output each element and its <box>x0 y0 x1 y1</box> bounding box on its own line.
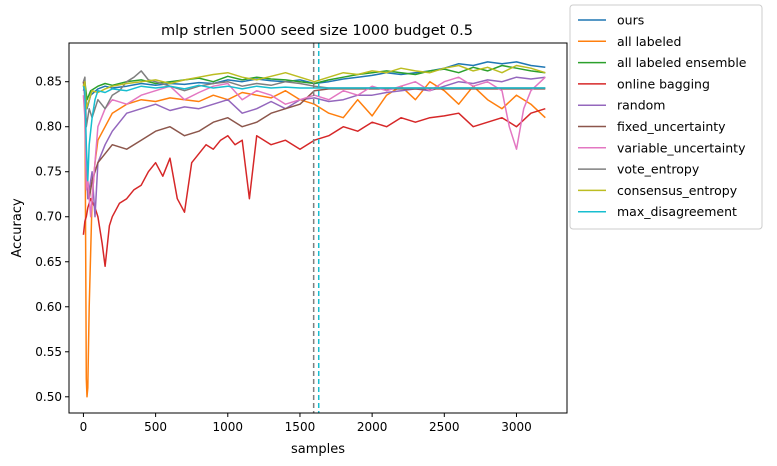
series-line-max-disagreement <box>82 84 546 182</box>
series-line-random <box>82 76 546 218</box>
chart-title: mlp strlen 5000 seed size 1000 budget 0.… <box>161 23 473 39</box>
y-tick-label: 0.70 <box>35 210 62 224</box>
legend: ours all labeled all labeled ensemble onlin… <box>569 4 763 230</box>
x-axis-label: samples <box>291 442 345 457</box>
legend-label: ours <box>617 13 644 28</box>
y-tick-label: 0.60 <box>35 300 62 314</box>
x-tick-label: 3000 <box>501 420 532 434</box>
series-line-fixed-uncertainty <box>82 81 546 200</box>
x-tick-label: 500 <box>144 420 167 434</box>
plot-area <box>82 43 546 413</box>
legend-label: online bagging <box>617 76 710 91</box>
series-line-all-labeled-ensemble <box>82 64 546 101</box>
legend-label: all labeled ensemble <box>617 55 747 70</box>
legend-label: all labeled <box>617 34 681 49</box>
legend-label: max_disagreement <box>617 204 737 219</box>
series-line-online-bagging <box>82 107 546 268</box>
legend-label: random <box>617 98 665 113</box>
x-tick-label: 0 <box>80 420 88 434</box>
x-tick-label: 2500 <box>429 420 460 434</box>
axis-ticks: 0 500 1000 1500 2000 2500 3000 0.50 0.55 0.60 0.65… <box>35 75 531 434</box>
legend-label: consensus_entropy <box>617 183 738 198</box>
x-tick-label: 1500 <box>285 420 316 434</box>
y-tick-label: 0.50 <box>35 390 62 404</box>
y-tick-label: 0.75 <box>35 165 62 179</box>
y-tick-label: 0.65 <box>35 255 62 269</box>
y-tick-label: 0.55 <box>35 345 62 359</box>
legend-label: variable_uncertainty <box>617 140 746 155</box>
x-tick-label: 1000 <box>213 420 244 434</box>
legend-label: fixed_uncertainty <box>617 119 726 134</box>
legend-box <box>569 4 763 230</box>
series-line-variable-uncertainty <box>82 76 546 218</box>
y-axis-label: Accuracy <box>10 198 25 258</box>
x-tick-label: 2000 <box>357 420 388 434</box>
series-line-consensus-entropy <box>82 64 546 110</box>
y-tick-label: 0.80 <box>35 120 62 134</box>
legend-label: vote_entropy <box>617 162 700 177</box>
axes-frame <box>68 42 568 414</box>
y-tick-label: 0.85 <box>35 75 62 89</box>
